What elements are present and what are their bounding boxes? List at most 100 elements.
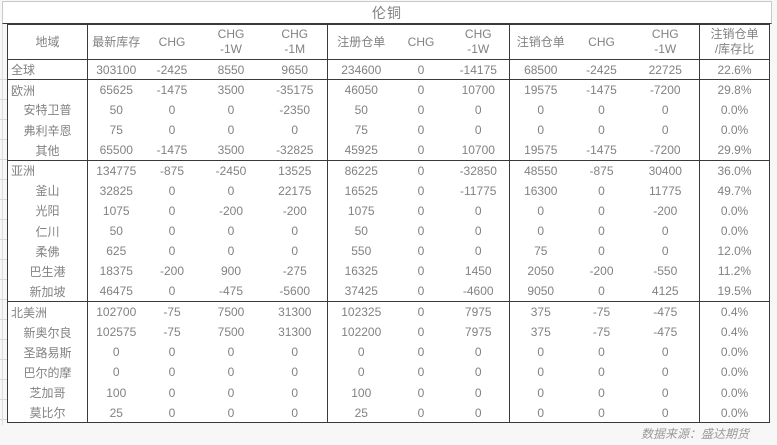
- value-cell: 0: [474, 224, 482, 239]
- value-cell: 9650: [281, 62, 309, 77]
- value-cell: 0: [227, 345, 235, 360]
- value-cell: 0: [327, 362, 395, 383]
- value-cell: 0: [598, 244, 605, 259]
- region-cell: 全球: [11, 63, 36, 78]
- value-cell: -200: [218, 203, 244, 218]
- value-cell: 0.0%: [699, 402, 770, 423]
- value-cell: 86225: [327, 159, 395, 181]
- value-cell: 36.0%: [699, 159, 770, 181]
- value-cell: 0: [227, 405, 235, 420]
- column-header: CHG: [571, 24, 632, 60]
- value-cell: 375: [509, 321, 572, 343]
- value-cell: 10700: [447, 79, 510, 100]
- value-cell: 102575: [87, 321, 145, 343]
- value-cell: 0: [509, 99, 572, 121]
- value-cell: -875: [144, 159, 200, 181]
- column-header: CHG -1W: [199, 24, 263, 60]
- column-header: CHG -1M: [262, 24, 328, 60]
- value-cell: -35175: [262, 79, 328, 100]
- value-cell: 0.0%: [699, 221, 770, 242]
- value-cell: 0: [661, 123, 669, 138]
- region-cell: 欧洲: [7, 79, 88, 100]
- value-cell: 0: [87, 342, 145, 363]
- value-cell: 0: [168, 183, 176, 198]
- value-cell: 29.8%: [699, 79, 770, 100]
- value-cell: 0: [509, 342, 572, 363]
- value-cell: 19.5%: [699, 281, 770, 302]
- data-source: 数据来源：盛达期货: [640, 427, 749, 441]
- value-cell: 0: [598, 183, 605, 198]
- value-cell: 0: [474, 345, 482, 360]
- column-header: 最新库存: [87, 24, 145, 60]
- value-cell: 0: [474, 102, 482, 117]
- value-cell: 0: [291, 365, 299, 380]
- value-cell: 0: [291, 123, 299, 138]
- value-cell: 75: [509, 241, 572, 262]
- value-cell: -275: [282, 264, 307, 279]
- value-cell: 0: [474, 203, 482, 218]
- value-cell: 16525: [327, 180, 395, 201]
- region-cell: 其他: [35, 143, 60, 158]
- column-header: 注销仓单: [509, 24, 572, 60]
- value-cell: 0: [598, 385, 605, 400]
- region-cell: 仁川: [35, 224, 60, 239]
- value-cell: 0: [474, 123, 482, 138]
- value-cell: 0: [509, 221, 572, 242]
- value-cell: 0: [661, 385, 669, 400]
- value-cell: -75: [592, 325, 611, 340]
- value-cell: 0: [417, 183, 425, 198]
- value-cell: 4125: [651, 284, 679, 299]
- value-cell: 50: [87, 99, 145, 121]
- value-cell: -32850: [447, 159, 510, 181]
- value-cell: -200: [282, 203, 307, 218]
- value-cell: 22175: [278, 183, 312, 198]
- table-row: 釜山 32825 0 0 22175 16525 0 -11775 16300 0 11775 49.…: [8, 180, 770, 201]
- value-cell: 48550: [509, 159, 572, 181]
- region-cell: 新加坡: [29, 284, 66, 299]
- value-cell: 0.0%: [699, 382, 770, 403]
- value-cell: 0.0%: [699, 362, 770, 383]
- value-cell: 0: [327, 342, 395, 363]
- value-cell: 0: [168, 224, 176, 239]
- value-cell: 0.4%: [699, 321, 770, 343]
- value-cell: 0: [474, 405, 482, 420]
- value-cell: 25: [87, 402, 145, 423]
- value-cell: 0: [291, 405, 299, 420]
- value-cell: 0: [227, 365, 235, 380]
- inventory-table: 地域 最新库存 CHG CHG -1W CHG -1M 注册仓单 CHG CHG -1W 注销仓单 CH…: [7, 24, 770, 424]
- value-cell: 0: [417, 365, 425, 380]
- value-cell: -5600: [279, 284, 311, 299]
- table-row: 圣路易斯 0 0 0 0 0 0 0 0 0 0 0.0%: [8, 342, 770, 363]
- value-cell: 0: [474, 385, 482, 400]
- value-cell: -32825: [276, 143, 314, 158]
- value-cell: 0.0%: [699, 342, 770, 363]
- value-cell: 0: [598, 102, 605, 117]
- value-cell: 22.6%: [699, 59, 770, 80]
- value-cell: 65500: [87, 140, 145, 161]
- value-cell: 0: [168, 203, 176, 218]
- value-cell: -1475: [586, 143, 617, 158]
- value-cell: 0: [291, 244, 299, 259]
- value-cell: -200: [653, 203, 678, 218]
- value-cell: -2450: [199, 159, 263, 181]
- region-cell: 亚洲: [7, 159, 88, 181]
- value-cell: 0: [394, 301, 448, 322]
- region-cell: 弗利辛恩: [23, 123, 72, 138]
- value-cell: 0: [417, 264, 425, 279]
- region-cell: 柔佛: [35, 244, 60, 259]
- value-cell: 0: [168, 284, 176, 299]
- table-row: 仁川 50 0 0 0 50 0 0 0 0 0 0.0%: [8, 221, 770, 242]
- value-cell: 50: [87, 221, 145, 242]
- value-cell: 50: [327, 99, 395, 121]
- value-cell: 0: [227, 244, 235, 259]
- value-cell: 0: [168, 405, 176, 420]
- value-cell: 0: [598, 224, 605, 239]
- value-cell: 3500: [217, 143, 245, 158]
- value-cell: 102700: [87, 301, 145, 322]
- table-title: 伦铜: [2, 1, 772, 24]
- value-cell: 0: [417, 325, 425, 340]
- value-cell: 0: [394, 159, 448, 181]
- column-header: CHG -1W: [447, 24, 510, 60]
- value-cell: 0: [598, 365, 605, 380]
- value-cell: 50: [327, 221, 395, 242]
